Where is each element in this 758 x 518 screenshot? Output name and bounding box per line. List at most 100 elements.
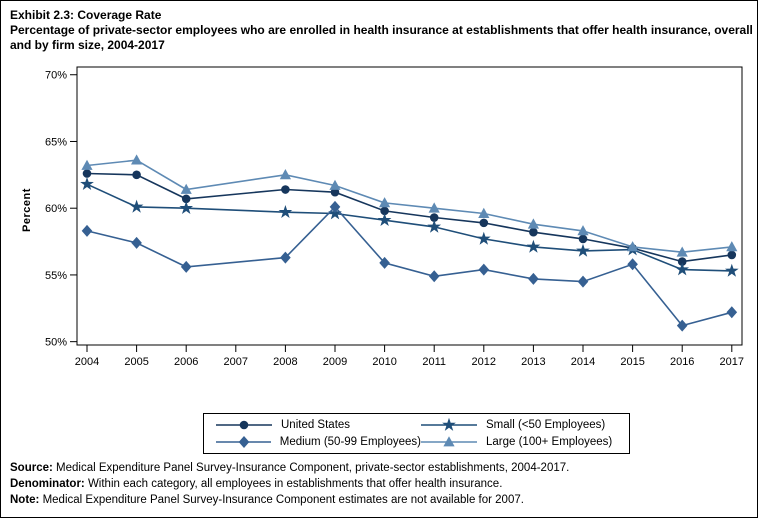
- data-point-medium-50-99-employees-2010: [379, 256, 390, 269]
- data-point-large-100-employees-2014: [577, 225, 589, 236]
- x-axis-tick-label: 2015: [620, 356, 644, 368]
- y-axis-tick-label: 60%: [45, 203, 67, 215]
- legend-entry-large-100-employees: Large (100+ Employees): [421, 434, 621, 450]
- data-point-medium-50-99-employees-2016: [676, 319, 688, 332]
- chart-legend: United States Small (<50 Employees) Medium…: [203, 413, 630, 454]
- legend-entry-medium-50-99-employees: Medium (50-99 Employees): [216, 434, 421, 450]
- data-point-small-50-employees-2012: [476, 231, 491, 245]
- y-axis-tick-label: 65%: [45, 136, 67, 148]
- x-axis-tick-label: 2016: [670, 356, 694, 368]
- data-point-united-states-2010: [380, 206, 389, 216]
- denominator-text: Within each category, all employees in e…: [84, 478, 503, 490]
- y-axis-tick-label: 55%: [45, 270, 67, 282]
- data-point-medium-50-99-employees-2008: [280, 251, 291, 264]
- x-axis-tick-label: 2011: [422, 356, 446, 368]
- legend-marker-diamond: [238, 436, 250, 448]
- x-axis-tick-label: 2008: [273, 356, 297, 368]
- legend-marker-triangle: [443, 436, 455, 447]
- data-point-large-100-employees-2013: [527, 218, 539, 229]
- source-note: Source: Medical Expenditure Panel Survey…: [10, 460, 755, 476]
- data-point-large-100-employees-2008: [279, 169, 291, 180]
- chart-title-block: Exhibit 2.3: Coverage Rate Percentage of…: [10, 8, 755, 53]
- legend-star-icon: [421, 417, 477, 431]
- data-point-large-100-employees-2005: [131, 154, 143, 165]
- chart-subtitle: Percentage of private-sector employees w…: [10, 23, 753, 52]
- x-axis-tick-label: 2004: [75, 356, 99, 368]
- legend-entry-small-50-employees: Small (<50 Employees): [421, 417, 621, 433]
- data-point-medium-50-99-employees-2017: [726, 306, 738, 319]
- data-point-small-50-employees-2008: [278, 205, 293, 219]
- legend-marker-star: [442, 417, 456, 431]
- note-label: Note:: [10, 494, 40, 506]
- data-point-united-states-2011: [429, 213, 439, 222]
- data-point-small-50-employees-2011: [427, 219, 442, 233]
- legend-label: United States: [281, 419, 351, 431]
- coverage-rate-line-chart: 70% 65% 60% 55% 50% 2004 2005 2006 2007 2008 2009 2…: [45, 66, 744, 368]
- x-axis-tick-label: 2012: [472, 356, 496, 368]
- data-point-medium-50-99-employees-2012: [478, 263, 490, 276]
- legend-label: Small (<50 Employees): [486, 419, 606, 431]
- x-axis-tick-label: 2005: [124, 356, 148, 368]
- x-axis-tick-label: 2009: [323, 356, 347, 368]
- data-point-united-states-2006: [181, 194, 191, 204]
- legend-entry-united-states: United States: [216, 417, 421, 433]
- chart-title: Exhibit 2.3: Coverage Rate: [10, 8, 162, 22]
- data-point-medium-50-99-employees-2013: [528, 272, 539, 285]
- x-axis-tick-label: 2010: [372, 356, 396, 368]
- data-point-medium-50-99-employees-2005: [131, 236, 142, 249]
- y-axis-tick-label: 50%: [45, 337, 67, 349]
- data-point-united-states-2013: [529, 227, 538, 237]
- data-point-united-states-2012: [479, 218, 489, 228]
- legend-circle-icon: [216, 420, 272, 430]
- data-point-medium-50-99-employees-2006: [180, 260, 192, 273]
- x-axis-tick-label: 2006: [174, 356, 198, 368]
- data-point-united-states-2017: [727, 250, 737, 260]
- y-axis-tick-label: 70%: [45, 70, 67, 82]
- denominator-note: Denominator: Within each category, all e…: [10, 476, 755, 492]
- data-point-united-states-2016: [677, 257, 687, 266]
- data-point-united-states-2005: [132, 170, 141, 180]
- data-point-large-100-employees-2006: [180, 183, 192, 194]
- legend-label: Large (100+ Employees): [486, 436, 613, 448]
- data-point-large-100-employees-2009: [329, 179, 341, 190]
- series-large-100-employees: [81, 154, 738, 257]
- source-text: Medical Expenditure Panel Survey-Insuran…: [52, 462, 570, 474]
- data-point-small-50-employees-2010: [377, 213, 392, 227]
- legend-label: Medium (50-99 Employees): [279, 436, 421, 448]
- data-point-united-states-2009: [330, 187, 340, 197]
- data-point-small-50-employees-2004: [80, 176, 94, 190]
- footnotes: Source: Medical Expenditure Panel Survey…: [10, 460, 755, 508]
- data-point-small-50-employees-2005: [129, 199, 144, 213]
- data-point-large-100-employees-2016: [676, 246, 688, 257]
- data-point-medium-50-99-employees-2004: [81, 224, 93, 237]
- data-point-united-states-2008: [281, 185, 290, 194]
- legend-diamond-icon: [216, 436, 271, 448]
- y-axis-title: Percent: [21, 188, 33, 232]
- data-point-medium-50-99-employees-2014: [577, 275, 589, 288]
- data-point-medium-50-99-employees-2015: [627, 258, 638, 271]
- x-axis-tick-label: 2017: [720, 356, 744, 368]
- data-point-small-50-employees-2006: [179, 201, 194, 215]
- legend-marker-circle: [239, 420, 249, 430]
- data-point-large-100-employees-2015: [627, 241, 639, 252]
- data-point-small-50-employees-2014: [576, 243, 590, 257]
- data-point-medium-50-99-employees-2011: [428, 270, 440, 283]
- series-medium-50-99-employees: [81, 200, 738, 332]
- data-point-medium-50-99-employees-2009: [329, 200, 341, 213]
- data-point-small-50-employees-2013: [526, 239, 541, 253]
- data-point-small-50-employees-2016: [675, 262, 690, 276]
- data-point-united-states-2004: [82, 169, 92, 178]
- data-point-large-100-employees-2012: [478, 207, 490, 218]
- denominator-label: Denominator:: [10, 478, 85, 490]
- x-axis-tick-label: 2014: [571, 356, 595, 368]
- x-axis-tick-label: 2007: [224, 356, 248, 368]
- legend-triangle-icon: [421, 436, 477, 447]
- availability-note: Note: Medical Expenditure Panel Survey-I…: [10, 492, 755, 508]
- x-axis-tick-label: 2013: [521, 356, 545, 368]
- source-label: Source:: [10, 462, 53, 474]
- series-small-50-employees: [80, 176, 739, 277]
- data-point-large-100-employees-2017: [726, 241, 738, 252]
- data-point-large-100-employees-2004: [81, 159, 93, 170]
- note-text: Medical Expenditure Panel Survey-Insuran…: [39, 494, 524, 506]
